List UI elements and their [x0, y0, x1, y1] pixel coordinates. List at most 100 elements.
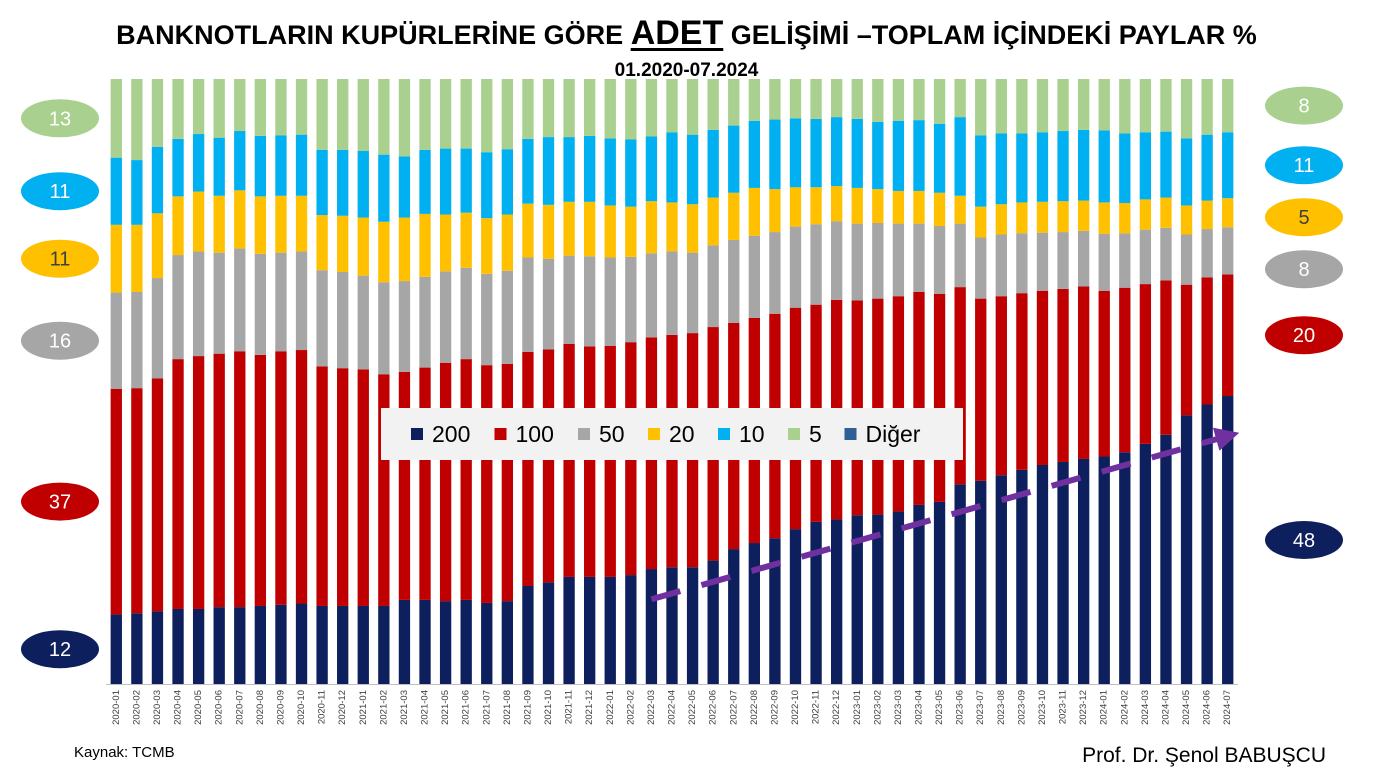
- bar-segment-200-2021-03: [398, 599, 411, 684]
- legend-box: [381, 408, 963, 460]
- chart-subtitle: 01.2020-07.2024: [614, 60, 759, 81]
- bar-segment-200-2022-04: [666, 567, 678, 684]
- bar-segment-100-2020-09: [275, 351, 287, 605]
- bar-segment-50-2022-10: [789, 226, 802, 308]
- bar-segment-100-2020-01: [110, 388, 122, 615]
- bar-segment-20-2021-08: [501, 214, 514, 271]
- bar-segment-50-2020-09: [275, 252, 287, 352]
- x-tick-label: 2024-01: [1099, 690, 1110, 725]
- bubble-value: 8: [1298, 259, 1309, 281]
- bar-segment-10-2020-08: [254, 135, 267, 197]
- bar-segment-100-2021-07: [481, 365, 493, 603]
- x-tick-label: 2020-09: [275, 690, 286, 725]
- bar-segment-20-2022-10: [789, 187, 802, 227]
- share-bubble-left-100: 37: [21, 482, 99, 521]
- bar-segment-5-2021-09: [522, 79, 534, 139]
- bar-segment-10-2021-05: [439, 148, 452, 215]
- x-tick-label: 2024-07: [1222, 690, 1233, 725]
- legend-swatch-200: [411, 428, 423, 440]
- x-tick-label: 2024-05: [1181, 690, 1192, 725]
- bar-segment-5-2021-02: [378, 79, 390, 155]
- bar-segment-10-2024-05: [1180, 138, 1193, 206]
- bar-segment-5-2020-03: [151, 79, 164, 147]
- bar-segment-5-2022-05: [686, 79, 699, 135]
- bar-segment-50-2023-04: [913, 223, 925, 292]
- title-pre: BANKNOTLARIN KUPÜRLERİNE GÖRE: [116, 20, 631, 50]
- bar-segment-20-2020-01: [110, 224, 122, 293]
- x-tick-label: 2022-05: [687, 690, 698, 725]
- bubble-shape: [1265, 86, 1343, 125]
- bar-segment-20-2020-11: [316, 215, 328, 271]
- bar-segment-100-2020-12: [337, 368, 349, 606]
- bar-segment-50-2023-01: [851, 223, 863, 301]
- bar-segment-50-2022-01: [604, 257, 616, 346]
- bar-segment-200-2021-09: [522, 585, 534, 684]
- bar-segment-10-2022-04: [666, 132, 678, 203]
- bar-segment-100-2021-10: [542, 349, 555, 583]
- bar-segment-200-2020-07: [234, 607, 246, 684]
- bar-segment-100-2020-11: [316, 366, 328, 606]
- bar-segment-100-2021-03: [398, 371, 411, 600]
- bar-segment-10-2020-05: [192, 134, 205, 192]
- bar-segment-50-2020-12: [337, 272, 349, 369]
- bar-segment-5-2021-10: [542, 79, 555, 138]
- bar-segment-100-2021-12: [584, 346, 596, 577]
- bar-segment-10-2021-10: [542, 137, 555, 205]
- bar-segment-5-2024-04: [1160, 79, 1172, 132]
- bar-segment-10-2020-07: [234, 131, 246, 191]
- bar-segment-200-2022-01: [604, 576, 616, 684]
- bar-segment-50-2023-09: [1016, 233, 1028, 294]
- bar-segment-200-2022-06: [707, 560, 719, 684]
- bar-segment-50-2020-02: [131, 291, 143, 389]
- legend-label-Diğer: Diğer: [866, 421, 921, 447]
- bar-segment-200-2021-11: [563, 576, 575, 684]
- bar-segment-50-2020-03: [151, 278, 164, 379]
- bar-segment-200-2023-12: [1077, 458, 1090, 684]
- bar-segment-10-2024-06: [1201, 134, 1213, 201]
- bar-segment-50-2024-06: [1201, 229, 1213, 278]
- bar-segment-50-2021-03: [398, 281, 411, 372]
- bar-segment-5-2023-10: [1036, 79, 1049, 133]
- bar-segment-200-2023-02: [872, 514, 884, 684]
- bar-segment-20-2022-03: [645, 201, 658, 254]
- x-tick-label: 2021-12: [584, 690, 595, 725]
- title-post: GELİŞİMİ –TOPLAM İÇİNDEKİ PAYLAR %: [723, 20, 1257, 50]
- bar-segment-20-2023-06: [954, 195, 966, 224]
- bar-segment-5-2020-08: [254, 79, 267, 136]
- bar-segment-20-2020-02: [131, 224, 143, 292]
- bar-segment-20-2024-07: [1222, 198, 1234, 228]
- bar-segment-5-2021-08: [501, 79, 514, 150]
- bar-segment-100-2020-03: [151, 378, 164, 612]
- bar-segment-10-2022-08: [748, 120, 760, 188]
- bar-segment-5-2020-05: [192, 79, 205, 135]
- legend-swatch-5: [788, 428, 800, 440]
- bar-segment-20-2024-06: [1201, 200, 1213, 230]
- bar-segment-10-2023-09: [1016, 133, 1028, 203]
- bar-segment-20-2021-04: [419, 213, 431, 277]
- bar-segment-10-2021-07: [481, 152, 493, 219]
- bar-segment-50-2020-10: [295, 251, 308, 351]
- x-tick-label: 2022-06: [708, 690, 719, 725]
- bar-segment-50-2021-11: [563, 255, 575, 344]
- bar-segment-5-2020-07: [234, 79, 246, 132]
- bubble-shape: [21, 321, 99, 360]
- bubble-value: 11: [50, 181, 71, 203]
- bar-segment-10-2020-04: [172, 138, 184, 197]
- bar-segment-200-2020-11: [316, 605, 328, 684]
- bar-segment-10-2020-06: [213, 137, 225, 196]
- bar-segment-5-2021-01: [357, 79, 369, 151]
- bar-segment-5-2023-06: [954, 79, 966, 118]
- bar-segment-5-2022-08: [748, 79, 760, 121]
- bubble-value: 20: [1293, 325, 1315, 347]
- x-tick-label: 2023-04: [913, 690, 924, 725]
- legend-swatch-Diğer: [844, 428, 857, 440]
- x-tick-label: 2024-03: [1140, 690, 1151, 725]
- bar-segment-50-2021-10: [542, 258, 555, 350]
- bar-segment-20-2022-04: [666, 202, 678, 252]
- bubble-value: 12: [49, 639, 71, 661]
- bar-segment-5-2021-07: [481, 79, 493, 153]
- bar-segment-10-2021-08: [501, 149, 514, 215]
- x-tick-label: 2023-05: [934, 690, 945, 725]
- bar-segment-100-2020-07: [234, 351, 246, 608]
- legend-swatch-100: [494, 428, 507, 440]
